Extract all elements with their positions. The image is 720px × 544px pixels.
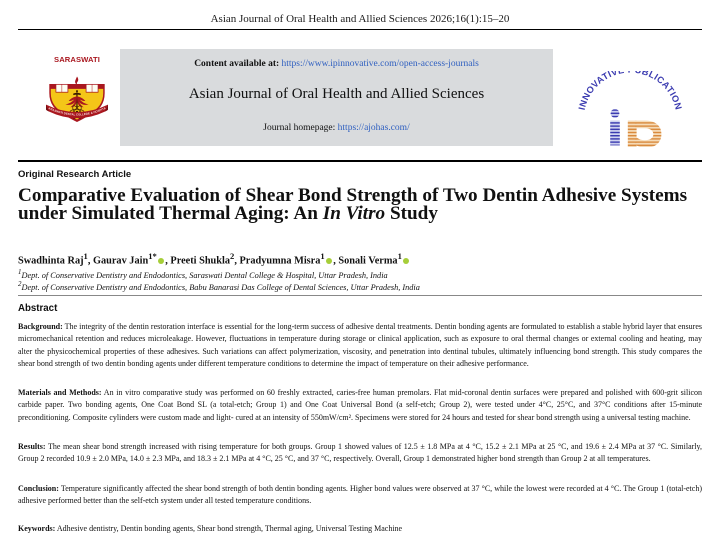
svg-text:INNOVATIVE PUBLICATION: INNOVATIVE PUBLICATION <box>577 71 684 111</box>
